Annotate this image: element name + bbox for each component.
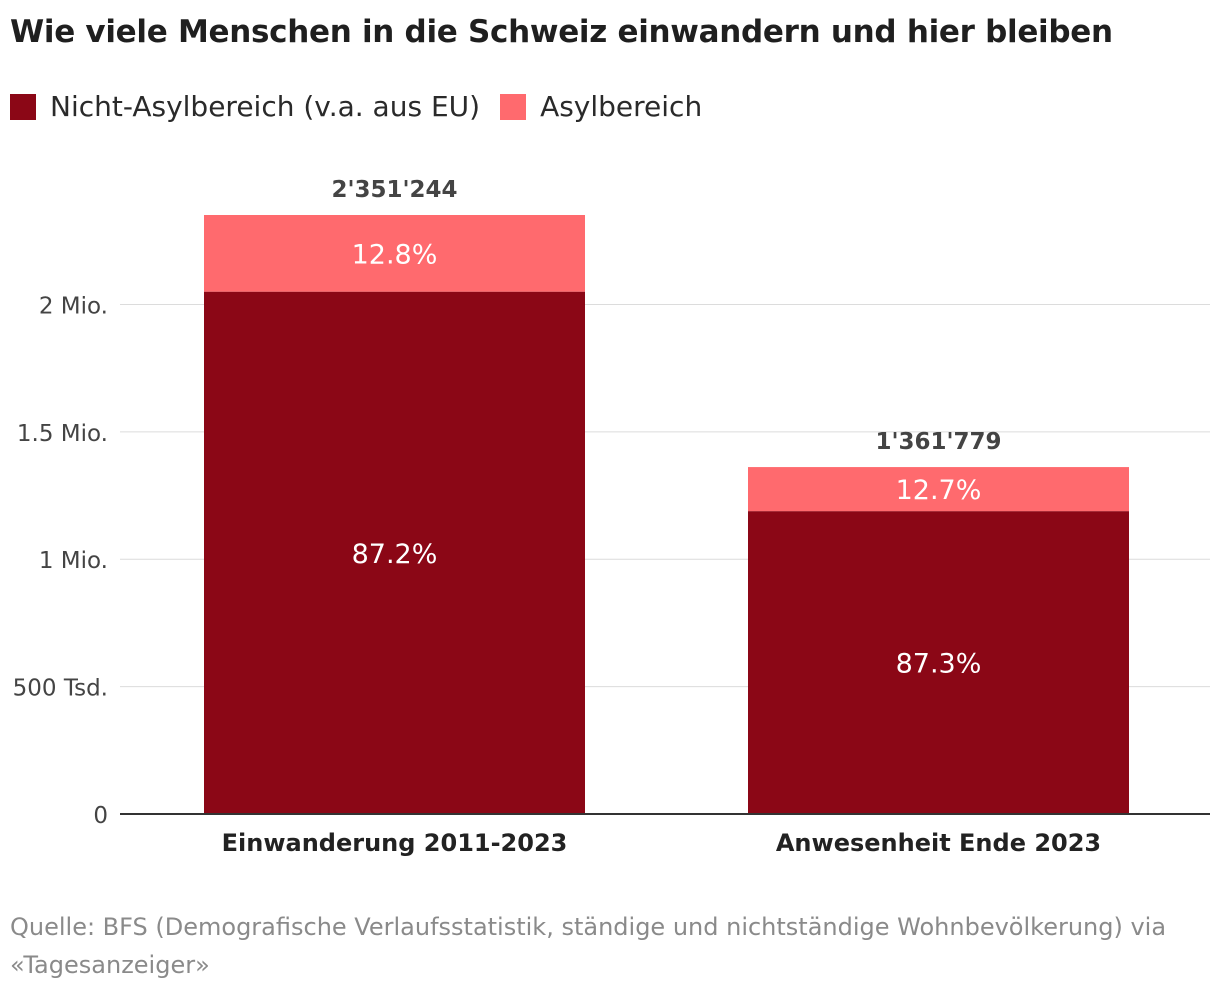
y-tick-label-2: 1 Mio.: [39, 548, 108, 574]
y-tick-label-1: 500 Tsd.: [13, 676, 108, 702]
bar-0-series-0: [204, 291, 585, 814]
bar-1-series-1: [748, 467, 1129, 512]
legend-swatch-asyl: [500, 93, 527, 120]
x-category-label-0: Einwanderung 2011-2023: [222, 829, 568, 857]
x-category-label-1: Anwesenheit Ende 2023: [776, 829, 1101, 857]
bar-1-series-0: [748, 511, 1129, 814]
bar-0-series-1: [204, 215, 585, 292]
y-tick-label-3: 1.5 Mio.: [17, 421, 108, 447]
source-note: Quelle: BFS (Demografische Verlaufsstati…: [10, 908, 1200, 984]
bar-label-0-series-0: 87.2%: [352, 539, 438, 570]
legend-swatch-nicht-asyl: [10, 93, 36, 120]
y-tick-label-0: 0: [93, 803, 108, 829]
chart-title: Wie viele Menschen in die Schweiz einwan…: [10, 14, 1113, 50]
legend: Nicht-Asylbereich (v.a. aus EU) Asylbere…: [10, 90, 722, 123]
legend-item-asyl: Asylbereich: [500, 90, 702, 123]
source-line-2: «Tagesanzeiger»: [10, 951, 210, 979]
total-label-1: 1'361'779: [875, 429, 1001, 455]
y-tick-label-4: 2 Mio.: [39, 293, 108, 319]
source-line-1: Quelle: BFS (Demografische Verlaufsstati…: [10, 913, 1167, 941]
bar-label-0-series-1: 12.8%: [352, 239, 438, 270]
legend-label-asyl: Asylbereich: [540, 90, 703, 123]
total-label-0: 2'351'244: [331, 177, 457, 203]
bar-label-1-series-0: 87.3%: [896, 649, 982, 680]
legend-label-nicht-asyl: Nicht-Asylbereich (v.a. aus EU): [50, 90, 481, 123]
bar-label-1-series-1: 12.7%: [896, 475, 982, 506]
legend-item-nicht-asyl: Nicht-Asylbereich (v.a. aus EU): [10, 90, 480, 123]
stacked-bar-chart: 0 500 Tsd. 1 Mio. 1.5 Mio. 2 Mio. 87.2% 12.8% 2…: [13, 177, 1210, 857]
